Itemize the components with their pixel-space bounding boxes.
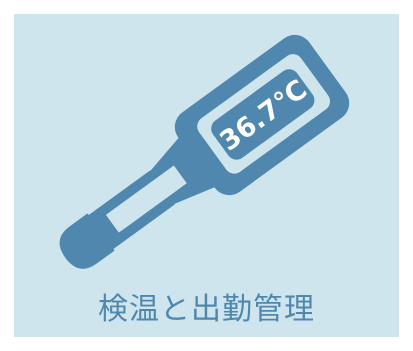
reading-display: [211, 69, 315, 160]
thermometer-icon: 36.7℃: [59, 34, 350, 269]
illustration-panel: 36.7℃ 検温と出勤管理: [14, 14, 399, 337]
thermometer-tip: [59, 213, 115, 269]
thermometer-body: 36.7℃: [59, 34, 350, 269]
caption-title: 検温と出勤管理: [98, 292, 315, 327]
thermometer-stem-inner: [105, 165, 187, 233]
